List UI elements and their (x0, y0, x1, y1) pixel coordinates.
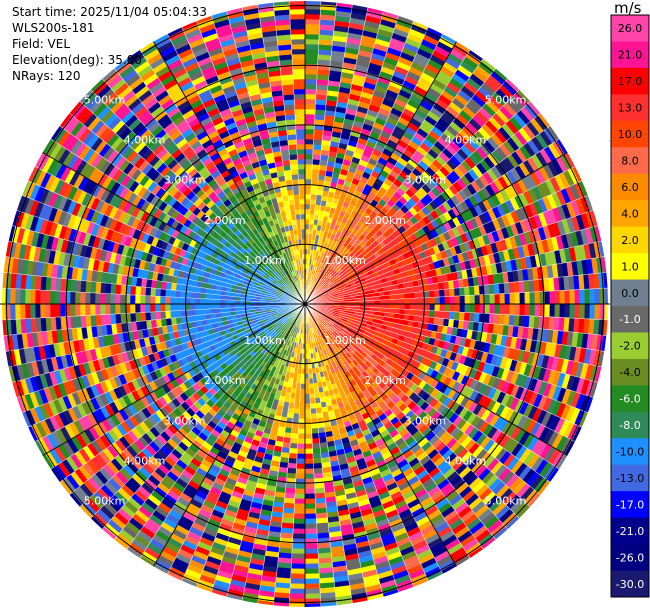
colorbar-segment (611, 438, 649, 466)
range-ring-label: 1.00km (244, 254, 286, 267)
range-ring-label: 2.00km (364, 214, 406, 227)
range-ring-labels: 1.00km 1.00km 1.00km 1.00km 2.00km 2.00km 2.00… (84, 94, 527, 508)
colorbar-segment (611, 253, 649, 281)
range-ring (65, 64, 545, 544)
colorbar-tick-label: 1.0 (621, 260, 639, 273)
start-time-label: Start time: 2025/11/04 05:04:33 (12, 5, 207, 19)
range-ring-label: 4.00km (445, 134, 487, 147)
azimuth-gridline (304, 152, 568, 305)
colorbar-tick-label: 6.0 (621, 181, 639, 194)
field-label: Field: VEL (12, 37, 71, 51)
range-ring (244, 243, 366, 365)
colorbar-tick-label: -2.0 (619, 340, 640, 353)
elevation-label: Elevation(deg): 35.00 (12, 53, 142, 67)
instrument-label: WLS200s-181 (12, 21, 95, 35)
range-ring-label: 5.00km (485, 94, 527, 107)
colorbar-tick-label: -6.0 (619, 393, 640, 406)
range-ring-label: 5.00km (485, 495, 527, 508)
colorbar-tick-label: 13.0 (618, 102, 643, 115)
colorbar-segment (611, 570, 649, 598)
colorbar-segment (611, 94, 649, 122)
azimuth-gridline (304, 303, 457, 567)
range-ring-label: 4.00km (124, 454, 166, 467)
colorbar-segment (611, 411, 649, 439)
colorbar-segment (611, 173, 649, 201)
azimuth-gridline (42, 152, 306, 305)
ray-spokes (2, 1, 608, 607)
range-ring-label: 2.00km (204, 214, 246, 227)
colorbar-tick-label: -26.0 (616, 551, 644, 564)
colorbar-segment (611, 279, 649, 307)
range-ring (6, 5, 604, 603)
range-ring-label: 1.00km (324, 254, 366, 267)
colorbar-segment (611, 147, 649, 175)
colorbar-segment (611, 517, 649, 545)
azimuth-gridline (153, 41, 306, 305)
range-ring-label: 3.00km (164, 414, 206, 427)
range-ring (185, 184, 425, 424)
range-ring-label: 5.00km (84, 495, 126, 508)
colorbar-unit-label: m/s (614, 0, 642, 17)
colorbar-tick-label: 26.0 (618, 22, 643, 35)
range-ring-label: 2.00km (204, 374, 246, 387)
colorbar-tick-label: 0.0 (621, 287, 639, 300)
azimuth-gridline (304, 41, 457, 305)
colorbar-tick-label: 17.0 (618, 75, 643, 88)
range-ring-label: 1.00km (324, 334, 366, 347)
range-ring-label: 2.00km (364, 374, 406, 387)
colorbar-segment (611, 200, 649, 228)
colorbar-tick-label: -30.0 (616, 578, 644, 591)
colorbar-segment (611, 120, 649, 148)
nrays-label: NRays: 120 (12, 69, 81, 83)
colorbar-tick-label: -10.0 (616, 446, 644, 459)
colorbar-segment (611, 15, 649, 42)
colorbar-segment (611, 67, 649, 95)
colorbar-tick-label: 10.0 (618, 128, 643, 141)
colorbar-segment (611, 41, 649, 69)
range-ring-label: 5.00km (84, 94, 126, 107)
range-ring-label: 3.00km (405, 174, 447, 187)
colorbar-tick-label: 8.0 (621, 155, 639, 168)
colorbar-tick-label: -21.0 (616, 525, 644, 538)
colorbar-segment (611, 385, 649, 413)
range-ring (125, 124, 485, 484)
azimuth-gridline (42, 303, 306, 456)
azimuth-gridline (304, 303, 568, 456)
colorbar-segment (611, 464, 649, 492)
colorbar-segment (611, 358, 649, 386)
range-ring-label: 4.00km (445, 454, 487, 467)
colorbar-segment (611, 491, 649, 519)
colorbar-segment (611, 332, 649, 360)
colorbar-tick-label: -1.0 (619, 313, 640, 326)
colorbar-tick-label: -8.0 (619, 419, 640, 432)
colorbar-segment (611, 544, 649, 572)
colorbar-tick-label: 21.0 (618, 49, 643, 62)
colorbar-tick-label: 2.0 (621, 234, 639, 247)
range-rings (0, 1, 610, 607)
azimuth-gridline (153, 303, 306, 567)
range-ring-label: 3.00km (164, 174, 206, 187)
range-ring-label: 3.00km (405, 414, 447, 427)
range-ring-label: 4.00km (124, 134, 166, 147)
colorbar-tick-label: -4.0 (619, 366, 640, 379)
colorbar-tick-label: -13.0 (616, 472, 644, 485)
range-ring-label: 1.00km (244, 334, 286, 347)
colorbar-segment (611, 226, 649, 254)
colorbar-segment (611, 306, 649, 333)
colorbar-tick-label: -17.0 (616, 498, 644, 511)
colorbar-tick-label: 4.0 (621, 207, 639, 220)
colorbar: 26.0 21.0 17.0 13.0 10.0 8.0 6.0 4.0 2.0 1.0 0.0 -1… (610, 14, 650, 598)
